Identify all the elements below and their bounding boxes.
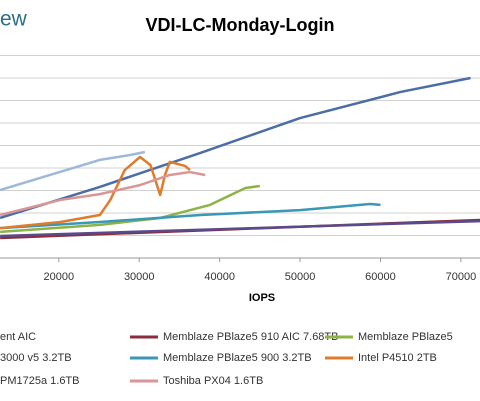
x-tick-label: 30000 (124, 271, 155, 283)
x-tick-label: 40000 (204, 271, 235, 283)
series-line (0, 150, 146, 192)
series-line (0, 202, 381, 230)
x-tick-label: 60000 (365, 271, 396, 283)
legend-label: Memblaze PBlaze5 910 AIC 7.68TB (163, 331, 338, 343)
chart-title: VDI-LC-Monday-Login (146, 15, 335, 35)
legend-label: Toshiba PX04 1.6TB (163, 375, 263, 387)
x-axis-label: IOPS (249, 292, 275, 304)
legend-label: Memblaze PBlaze5 900 3.2TB (163, 352, 312, 364)
legend-label: Intel P4510 2TB (358, 352, 437, 364)
logo: ew (0, 8, 28, 31)
x-tick-label: 70000 (446, 271, 477, 283)
x-tick-label: 50000 (285, 271, 316, 283)
legend-label: PM1725a 1.6TB (0, 375, 80, 387)
legend-label: 3000 v5 3.2TB (0, 352, 72, 364)
series-line (0, 170, 206, 217)
legend-label: Memblaze PBlaze5 (358, 331, 453, 343)
series-line (0, 184, 261, 234)
series-line (0, 76, 471, 220)
legend-label: ent AIC (0, 331, 36, 343)
series-line (0, 155, 191, 230)
x-tick-label: 20000 (44, 271, 75, 283)
series-line (0, 219, 480, 238)
